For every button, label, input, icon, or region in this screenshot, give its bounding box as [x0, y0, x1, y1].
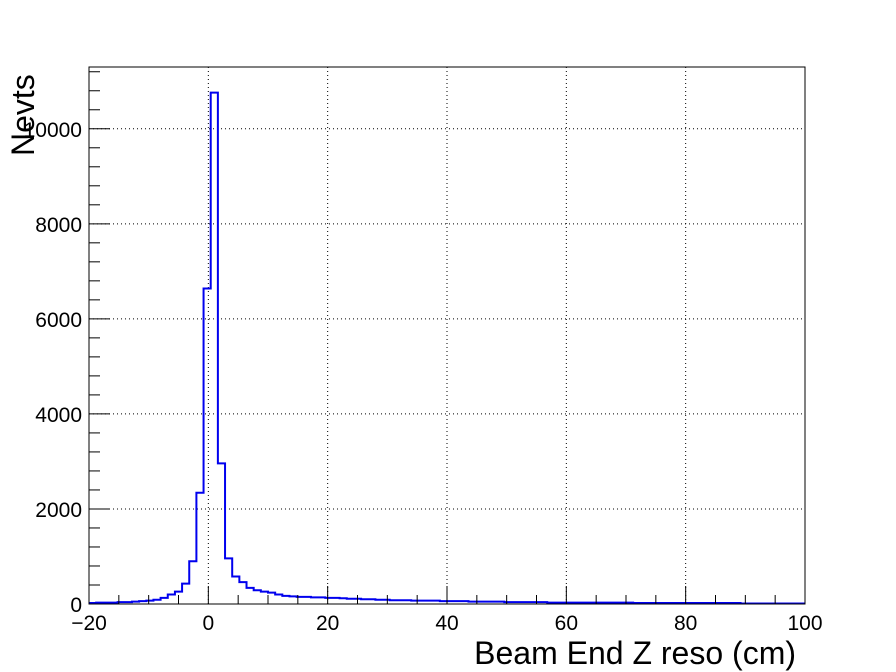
- x-tick-label: 40: [435, 612, 458, 635]
- x-tick-label: 100: [787, 612, 822, 635]
- y-axis-title: Nevts: [5, 74, 41, 156]
- histogram-line: [89, 91, 805, 605]
- x-tick-label: 20: [316, 612, 339, 635]
- grid-lines: [89, 67, 805, 604]
- y-tick-label: 0: [70, 594, 82, 617]
- y-tick-label: 2000: [35, 499, 82, 522]
- y-tick-label: 4000: [35, 404, 82, 427]
- y-tick-label: 6000: [35, 309, 82, 332]
- histogram-series: [89, 91, 805, 605]
- x-tick-label: 80: [674, 612, 697, 635]
- axis-ticks: [88, 71, 806, 605]
- x-axis-title: Beam End Z reso (cm): [474, 635, 796, 671]
- x-tick-label: 60: [555, 612, 578, 635]
- x-tick-label: −20: [71, 612, 107, 635]
- y-tick-label: 10000: [24, 119, 82, 142]
- y-tick-label: 8000: [35, 214, 82, 237]
- x-tick-label: 0: [202, 612, 214, 635]
